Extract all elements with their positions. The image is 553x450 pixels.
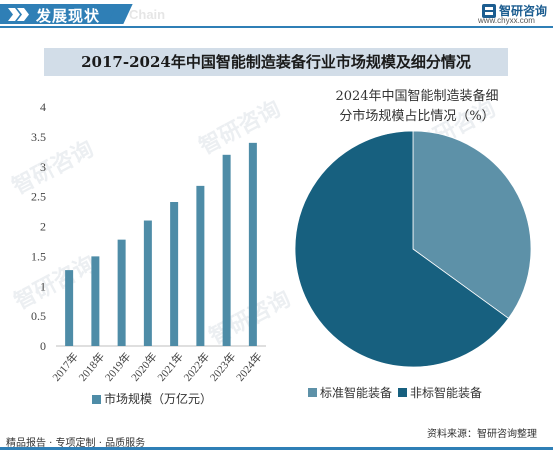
- pie-legend: 标准智能装备 非标智能装备: [308, 384, 488, 401]
- legend-label: 非标智能装备: [410, 386, 483, 400]
- y-tick-label: 3.5: [31, 130, 46, 144]
- footer-source: 资料来源：智研咨询整理: [427, 429, 537, 440]
- pie-title-line: 2024年中国智能制造装备细: [335, 89, 499, 104]
- bar: [143, 220, 152, 346]
- bar: [117, 239, 126, 346]
- bar: [65, 270, 74, 346]
- y-tick-label: 0.5: [31, 309, 46, 323]
- pie-slice: [294, 130, 510, 368]
- legend-item: 非标智能装备: [398, 384, 482, 401]
- title-band: [44, 48, 508, 76]
- section-header: 发展现状 Chain 智研咨询 www.chyxx.com: [0, 0, 553, 28]
- brand-name: 智研咨询: [499, 4, 548, 18]
- bar: [222, 154, 231, 346]
- section-title: 发展现状: [36, 7, 101, 25]
- section-subtitle: Chain: [129, 7, 166, 22]
- y-tick-label: 4: [40, 100, 46, 114]
- brand-url: www.chyxx.com: [478, 16, 535, 25]
- y-tick-label: 2: [40, 220, 46, 234]
- bar: [196, 185, 205, 346]
- bar-chart: 00.511.522.533.542017年2018年2019年2020年202…: [31, 100, 266, 406]
- header-rule: [0, 26, 553, 28]
- footer-tagline: 精品报告 · 专项定制 · 品质服务: [6, 438, 146, 449]
- pie-chart-title: 2024年中国智能制造装备细 分市场规模占比情况（%）: [297, 87, 537, 127]
- pie-title-line: 分市场规模占比情况（%）: [339, 109, 495, 124]
- brand-logo: 智研咨询: [482, 2, 547, 19]
- legend-swatch: [308, 388, 317, 397]
- y-tick-label: 0: [40, 339, 46, 353]
- header-ribbon: [0, 4, 120, 24]
- chart-title: 2017-2024年中国智能制造装备行业市场规模及细分情况: [81, 53, 471, 71]
- legend-swatch: [398, 388, 408, 397]
- double-chevron-icon: [8, 8, 29, 21]
- pie-slice: [412, 130, 532, 319]
- y-tick-label: 1.5: [31, 249, 46, 263]
- legend-label: 标准智能装备: [320, 386, 393, 400]
- brand-mark-icon: [482, 3, 496, 18]
- y-tick-label: 1: [40, 279, 46, 293]
- bar: [248, 142, 257, 346]
- y-tick-label: 3: [40, 160, 46, 174]
- legend-item: 标准智能装备: [308, 384, 392, 401]
- bar: [170, 202, 179, 346]
- y-tick-label: 2.5: [31, 190, 46, 204]
- legend-swatch: [92, 395, 101, 404]
- footer-rule: [0, 447, 553, 450]
- legend-label: 市场规模（万亿元）: [104, 391, 212, 406]
- bar: [91, 256, 100, 346]
